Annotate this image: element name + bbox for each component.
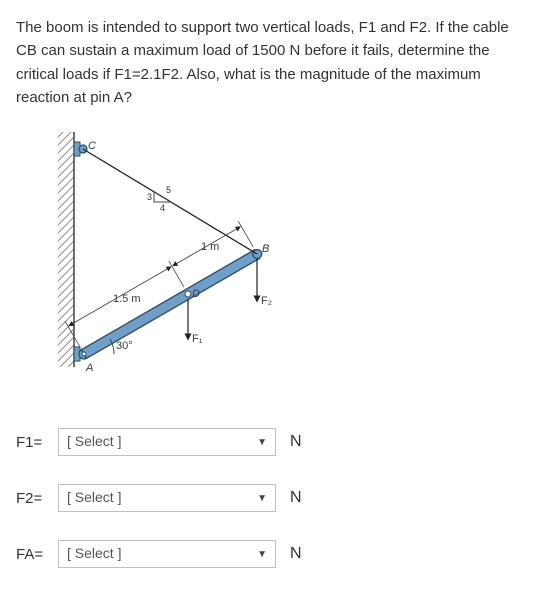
- answer-row-fa: FA= [ Select ] ▼ N: [16, 540, 466, 568]
- unit-fa: N: [290, 542, 302, 567]
- unit-f1: N: [290, 430, 302, 455]
- problem-statement: The boom is intended to support two vert…: [16, 16, 525, 109]
- chevron-down-icon: ▼: [257, 547, 267, 563]
- dim-ad-label: 1.5 m: [113, 293, 141, 305]
- svg-text:4: 4: [160, 203, 165, 213]
- force-f1-label: F₁: [192, 333, 203, 345]
- force-f2-label: F₂: [261, 295, 272, 307]
- label-c: C: [88, 140, 96, 152]
- answer-row-f2: F2= [ Select ] ▼ N: [16, 484, 466, 512]
- angle-label: 30°: [116, 340, 133, 352]
- dim-db-label: 1 m: [201, 241, 219, 253]
- chevron-down-icon: ▼: [257, 435, 267, 451]
- svg-text:3: 3: [147, 192, 152, 202]
- answer-label-fa: FA=: [16, 543, 58, 566]
- select-f2-placeholder: [ Select ]: [67, 487, 121, 509]
- label-b: B: [262, 243, 269, 255]
- pin-c: [74, 142, 87, 156]
- unit-f2: N: [290, 486, 302, 511]
- answer-row-f1: F1= [ Select ] ▼ N: [16, 428, 466, 456]
- label-a: A: [85, 362, 93, 374]
- answer-label-f2: F2=: [16, 487, 58, 510]
- select-fa[interactable]: [ Select ] ▼: [58, 540, 276, 568]
- answer-label-f1: F1=: [16, 431, 58, 454]
- select-f1[interactable]: [ Select ] ▼: [58, 428, 276, 456]
- answers-section: F1= [ Select ] ▼ N F2= [ Select ] ▼ N FA…: [16, 428, 466, 568]
- select-fa-placeholder: [ Select ]: [67, 543, 121, 565]
- select-f2[interactable]: [ Select ] ▼: [58, 484, 276, 512]
- label-d: D: [192, 288, 200, 300]
- svg-text:5: 5: [166, 185, 171, 195]
- chevron-down-icon: ▼: [257, 491, 267, 507]
- select-f1-placeholder: [ Select ]: [67, 431, 121, 453]
- diagram: C A 30° D B 3 4 5 1.5 m 1 m F₁: [28, 127, 525, 404]
